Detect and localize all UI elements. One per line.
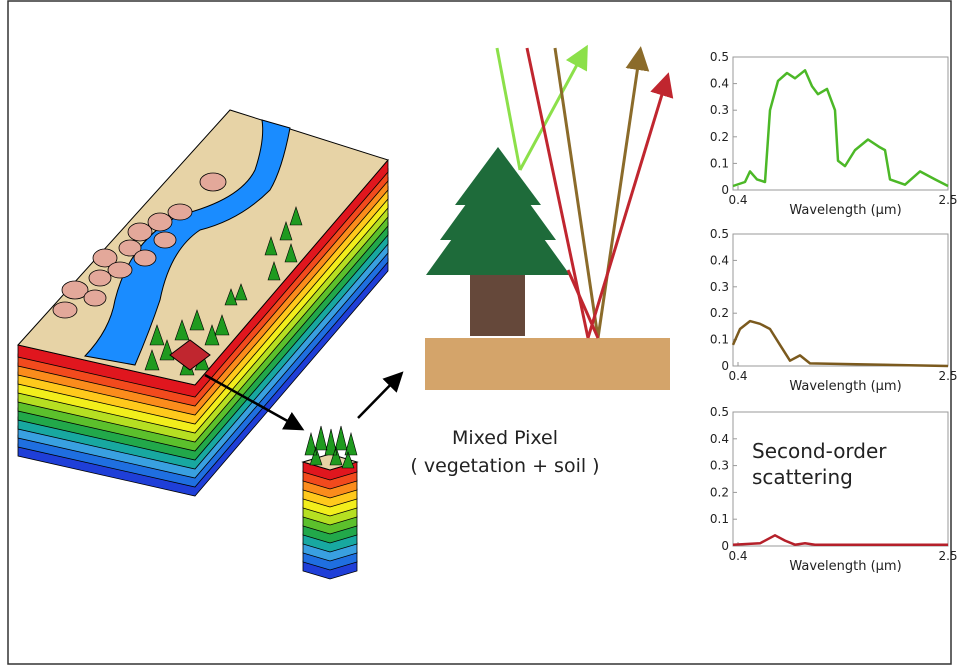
y-tick-label: 0.2	[710, 485, 729, 499]
y-tick-label: 0.2	[710, 306, 729, 320]
spectrum-line	[733, 321, 948, 366]
caption: Mixed Pixel	[452, 427, 558, 449]
y-tick-label: 0.5	[710, 405, 729, 419]
plot-frame	[733, 234, 948, 366]
x-tick-label: 0.4	[728, 193, 747, 207]
y-tick-label: 0.2	[710, 130, 729, 144]
x-tick-label: 0.4	[728, 369, 747, 383]
spectrum-line	[733, 535, 948, 544]
x-tick-label: 0.4	[728, 549, 747, 563]
x-axis-label: Wavelength (µm)	[789, 559, 901, 574]
page: {"diagram":{"caption":{"line1":"Mixed Pi…	[0, 0, 958, 666]
y-tick-label: 0.5	[710, 227, 729, 241]
arrow	[358, 375, 400, 418]
y-tick-label: 0.4	[710, 77, 729, 91]
y-tick-label: 0.3	[710, 459, 729, 473]
annotation: scattering	[752, 465, 853, 489]
x-tick-label: 2.5	[938, 369, 957, 383]
x-axis-label: Wavelength (µm)	[789, 379, 901, 394]
x-tick-label: 2.5	[938, 549, 957, 563]
caption: ( vegetation + soil )	[410, 455, 599, 477]
y-tick-label: 0.5	[710, 50, 729, 64]
tree-scene	[425, 48, 670, 390]
y-tick-label: 0.3	[710, 280, 729, 294]
spectrum-line	[733, 70, 948, 186]
y-tick-label: 0.3	[710, 103, 729, 117]
y-tick-label: 0.1	[710, 156, 729, 170]
y-tick-label: 0.4	[710, 253, 729, 267]
y-tick-label: 0.1	[710, 512, 729, 526]
x-tick-label: 2.5	[938, 193, 957, 207]
pixel-trees	[305, 426, 357, 468]
mixed-pixel-column	[303, 454, 357, 579]
y-tick-label: 0.4	[710, 432, 729, 446]
y-tick-label: 0.1	[710, 333, 729, 347]
figure: Mixed Pixel ( vegetation + soil ) 00.10.…	[0, 0, 958, 666]
x-axis-label: Wavelength (µm)	[789, 203, 901, 218]
annotation: Second-order	[752, 439, 887, 463]
